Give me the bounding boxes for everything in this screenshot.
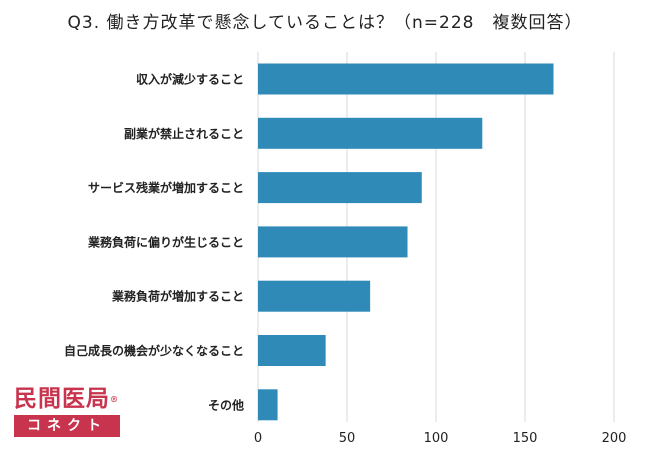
bar-4 xyxy=(258,226,408,258)
minkan-ikyoku-connect-logo: 民間医局® コネクト xyxy=(14,386,136,437)
category-label: 業務負荷が増加すること xyxy=(111,289,244,304)
bar-1 xyxy=(258,63,554,95)
category-label: 収入が減少すること xyxy=(136,72,244,87)
bar-2 xyxy=(258,117,483,149)
category-labels: 収入が減少すること副業が禁止されることサービス残業が増加すること業務負荷に偏りが… xyxy=(64,72,244,413)
logo-bottom-text: コネクト xyxy=(14,415,120,437)
category-label: その他 xyxy=(208,397,244,412)
category-label: 業務負荷に偏りが生じること xyxy=(87,234,244,249)
x-tick-label: 100 xyxy=(424,431,449,446)
bar-3 xyxy=(258,172,422,204)
category-label: サービス残業が増加すること xyxy=(88,180,244,195)
bar-6 xyxy=(258,335,326,366)
x-tick-label: 0 xyxy=(254,431,262,446)
chart-title: Q3. 働き方改革で懸念していることは？（n=228 複数回答） xyxy=(67,13,583,33)
category-label: 副業が禁止されること xyxy=(124,126,244,141)
x-tick-label: 150 xyxy=(513,431,538,446)
x-tick-label: 50 xyxy=(339,431,356,446)
x-axis-tick-labels: 0 50 100 150 200 xyxy=(254,431,627,446)
bars xyxy=(258,63,554,421)
category-label: 自己成長の機会が少なくなること xyxy=(64,343,244,358)
logo-top-text: 民間医局® xyxy=(14,385,119,412)
bar-5 xyxy=(258,280,371,312)
bar-7 xyxy=(258,389,278,421)
x-tick-label: 200 xyxy=(602,431,627,446)
